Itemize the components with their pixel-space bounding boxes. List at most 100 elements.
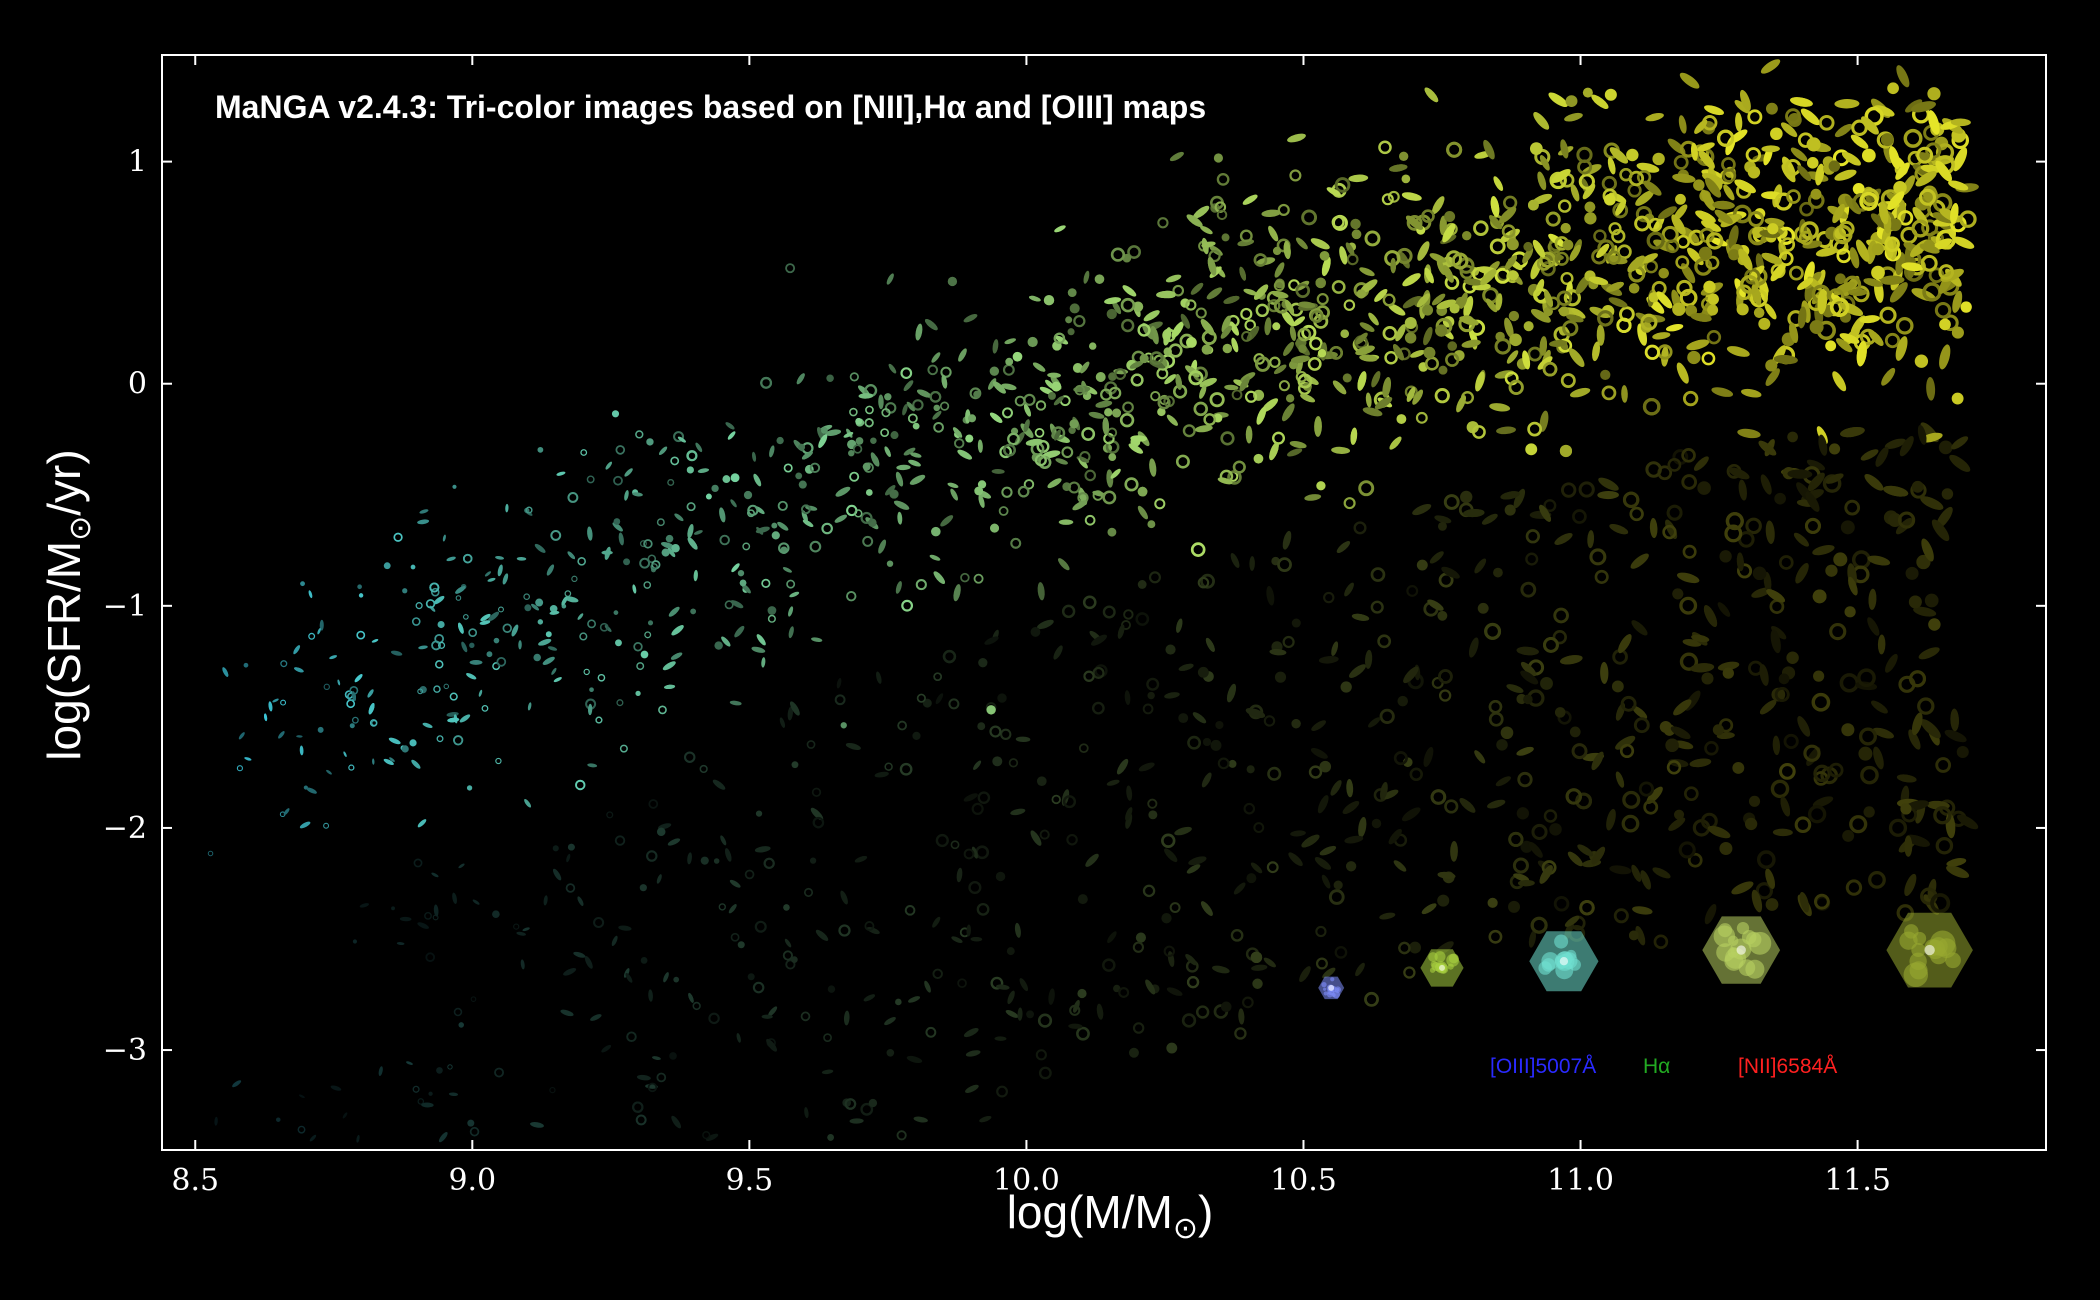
galaxy-point — [472, 899, 480, 905]
galaxy-point — [351, 691, 357, 702]
galaxy-point — [1489, 215, 1503, 230]
galaxy-point — [1244, 319, 1256, 331]
galaxy-point — [1215, 720, 1224, 730]
galaxy-point — [1928, 267, 1945, 284]
galaxy-point — [1444, 799, 1459, 814]
galaxy-point — [1436, 299, 1457, 310]
galaxy-point — [1043, 294, 1055, 306]
galaxy-point — [1072, 500, 1088, 511]
galaxy-point — [415, 602, 423, 610]
galaxy-point — [1924, 593, 1939, 608]
galaxy-point — [932, 968, 943, 980]
galaxy-point — [1600, 661, 1609, 684]
galaxy-point — [1495, 776, 1511, 787]
galaxy-point — [1545, 211, 1561, 227]
galaxy-point — [1571, 307, 1586, 319]
galaxy-point — [452, 484, 457, 489]
galaxy-point — [1445, 352, 1460, 367]
galaxy-point — [1644, 344, 1660, 360]
galaxy-point — [1676, 362, 1689, 384]
galaxy-point — [1879, 275, 1905, 285]
galaxy-point — [1591, 751, 1604, 771]
galaxy-point — [906, 1055, 923, 1064]
galaxy-point — [1899, 435, 1914, 457]
galaxy-point — [1399, 251, 1410, 269]
galaxy-point — [1382, 789, 1399, 800]
galaxy-point — [1722, 667, 1734, 679]
galaxy-point — [821, 427, 828, 434]
galaxy-point — [1431, 293, 1446, 306]
galaxy-point — [1450, 840, 1458, 862]
galaxy-point — [1588, 276, 1609, 286]
galaxy-point — [1444, 211, 1456, 223]
galaxy-point — [756, 634, 766, 646]
galaxy-point — [1516, 646, 1539, 656]
galaxy-point — [1389, 436, 1402, 450]
galaxy-point — [1747, 166, 1761, 179]
galaxy-point — [767, 614, 776, 623]
galaxy-point — [1858, 727, 1877, 746]
galaxy-point — [1475, 371, 1485, 392]
galaxy-point — [1437, 894, 1450, 907]
galaxy-point — [1935, 836, 1954, 855]
galaxy-point — [264, 713, 268, 722]
galaxy-point — [605, 461, 613, 470]
galaxy-point — [1107, 931, 1117, 944]
galaxy-point — [1516, 746, 1534, 756]
galaxy-point — [1307, 356, 1322, 371]
galaxy-point — [789, 701, 800, 716]
galaxy-point — [858, 393, 874, 399]
galaxy-point — [801, 510, 808, 523]
galaxy-point — [1662, 524, 1677, 540]
galaxy-point — [692, 1001, 701, 1011]
galaxy-point — [1731, 881, 1754, 895]
galaxy-point — [1230, 553, 1240, 568]
galaxy-point — [1930, 893, 1951, 914]
y-tick-label: −1 — [103, 589, 147, 624]
galaxy-point — [1596, 243, 1610, 258]
galaxy-point — [298, 1094, 305, 1099]
galaxy-point — [1299, 966, 1311, 983]
galaxy-point — [1342, 801, 1360, 815]
line-legend: [OIII]5007Å Hα [NII]6584Å — [1490, 1055, 1837, 1078]
galaxy-point — [730, 499, 737, 508]
galaxy-point — [662, 661, 676, 671]
galaxy-point — [1417, 241, 1430, 261]
galaxy-point — [1220, 431, 1235, 446]
galaxy-point — [963, 848, 975, 860]
galaxy-point — [1197, 576, 1210, 589]
galaxy-point — [1638, 781, 1655, 797]
galaxy-point — [1199, 377, 1217, 388]
galaxy-point — [1062, 795, 1077, 809]
galaxy-point — [1803, 261, 1815, 285]
galaxy-point — [505, 503, 509, 513]
galaxy-point — [1365, 392, 1372, 408]
galaxy-point — [1916, 554, 1931, 570]
galaxy-point — [1611, 228, 1626, 244]
galaxy-point — [1067, 288, 1077, 298]
galaxy-point — [670, 652, 683, 660]
galaxy-point — [663, 972, 669, 983]
galaxy-point — [1850, 134, 1869, 149]
galaxy-point — [648, 799, 659, 809]
galaxy-point — [1345, 861, 1357, 872]
galaxy-point — [1364, 230, 1381, 247]
galaxy-point — [1807, 472, 1825, 492]
galaxy-point — [1496, 426, 1516, 435]
galaxy-point — [931, 352, 941, 363]
galaxy-point — [1553, 607, 1569, 624]
galaxy-point — [1239, 229, 1253, 243]
galaxy-point — [1766, 589, 1785, 603]
galaxy-point — [619, 744, 628, 753]
galaxy-point — [1668, 817, 1686, 831]
galaxy-point — [1251, 964, 1268, 971]
galaxy-point — [1741, 388, 1762, 398]
galaxy-point — [1805, 491, 1820, 512]
galaxy-point — [466, 673, 477, 680]
galaxy-point — [1224, 384, 1239, 391]
example-galaxy — [1886, 912, 1973, 988]
galaxy-point — [587, 763, 598, 768]
galaxy-point — [897, 720, 908, 731]
galaxy-point — [1082, 595, 1097, 610]
galaxy-point — [1261, 209, 1281, 218]
